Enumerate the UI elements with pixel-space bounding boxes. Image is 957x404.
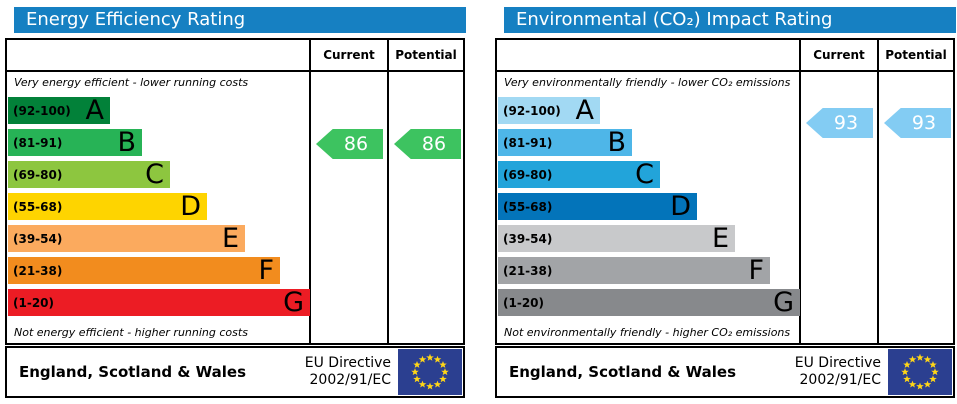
co2-current-column-header: Current xyxy=(813,48,865,62)
band-letter: E xyxy=(711,223,729,254)
co2-current-arrow: 93 xyxy=(806,108,873,138)
energy-bottom-note: Not energy efficient - higher running co… xyxy=(14,326,248,339)
band-range-label: (1-20) xyxy=(13,295,54,310)
energy-band-c: (69-80) C xyxy=(8,161,170,188)
region-label: England, Scotland & Wales xyxy=(19,363,247,381)
band-range-label: (39-54) xyxy=(503,231,553,246)
band-range-label: (69-80) xyxy=(503,167,553,182)
band-letter: G xyxy=(773,287,794,318)
band-letter: D xyxy=(670,191,691,222)
energy-band-g: (1-20) G xyxy=(8,289,310,316)
column-divider xyxy=(799,40,801,343)
band-letter: E xyxy=(221,223,239,254)
band-letter: G xyxy=(283,287,304,318)
band-range-label: (69-80) xyxy=(13,167,63,182)
band-range-label: (92-100) xyxy=(503,103,561,118)
band-range-label: (55-68) xyxy=(503,199,553,214)
column-divider xyxy=(877,40,879,343)
energy-band-f: (21-38) F xyxy=(8,257,280,284)
energy-panel-title: Energy Efficiency Rating xyxy=(26,9,246,30)
band-letter: A xyxy=(575,95,594,126)
header-divider xyxy=(7,70,463,72)
energy-potential-value: 86 xyxy=(421,133,447,155)
energy-top-note: Very energy efficient - lower running co… xyxy=(14,76,249,89)
band-range-label: (81-91) xyxy=(13,135,63,150)
eu-directive-label: EU Directive 2002/91/EC xyxy=(794,355,881,388)
energy-current-value: 86 xyxy=(343,133,369,155)
co2-band-b: (81-91) B xyxy=(498,129,632,156)
column-divider xyxy=(387,40,389,343)
band-range-label: (21-38) xyxy=(503,263,553,278)
band-letter: D xyxy=(180,191,201,222)
co2-band-d: (55-68) D xyxy=(498,193,697,220)
co2-potential-value: 93 xyxy=(911,112,937,134)
region-label: England, Scotland & Wales xyxy=(509,363,737,381)
co2-title-bar: Environmental (CO₂) Impact Rating xyxy=(504,7,956,33)
co2-potential-column-header: Potential xyxy=(885,48,947,62)
band-range-label: (92-100) xyxy=(13,103,71,118)
co2-potential-arrow: 93 xyxy=(884,108,951,138)
co2-band-f: (21-38) F xyxy=(498,257,770,284)
band-range-label: (81-91) xyxy=(503,135,553,150)
band-letter: F xyxy=(748,255,764,286)
co2-footer: England, Scotland & Wales EU Directive 2… xyxy=(495,346,955,398)
band-letter: B xyxy=(117,127,136,158)
band-range-label: (55-68) xyxy=(13,199,63,214)
band-letter: C xyxy=(145,159,164,190)
band-letter: A xyxy=(85,95,104,126)
co2-band-g: (1-20) G xyxy=(498,289,800,316)
co2-panel-title: Environmental (CO₂) Impact Rating xyxy=(516,9,833,30)
energy-current-column-header: Current xyxy=(323,48,375,62)
energy-band-a: (92-100) A xyxy=(8,97,110,124)
co2-rating-table: Current Potential Very environmentally f… xyxy=(495,38,955,345)
energy-band-b: (81-91) B xyxy=(8,129,142,156)
eu-directive-label: EU Directive 2002/91/EC xyxy=(304,355,391,388)
band-range-label: (1-20) xyxy=(503,295,544,310)
energy-efficiency-panel: Energy Efficiency Rating Current Potenti… xyxy=(0,0,467,404)
energy-title-bar: Energy Efficiency Rating xyxy=(14,7,466,33)
co2-band-e: (39-54) E xyxy=(498,225,735,252)
co2-top-note: Very environmentally friendly - lower CO… xyxy=(504,76,791,89)
co2-current-value: 93 xyxy=(833,112,859,134)
co2-impact-panel: Environmental (CO₂) Impact Rating Curren… xyxy=(490,0,957,404)
energy-footer: England, Scotland & Wales EU Directive 2… xyxy=(5,346,465,398)
energy-potential-column-header: Potential xyxy=(395,48,457,62)
energy-band-e: (39-54) E xyxy=(8,225,245,252)
energy-rating-table: Current Potential Very energy efficient … xyxy=(5,38,465,345)
energy-band-d: (55-68) D xyxy=(8,193,207,220)
band-letter: C xyxy=(635,159,654,190)
co2-band-a: (92-100) A xyxy=(498,97,600,124)
band-range-label: (39-54) xyxy=(13,231,63,246)
band-letter: B xyxy=(607,127,626,158)
co2-band-c: (69-80) C xyxy=(498,161,660,188)
column-divider xyxy=(309,40,311,343)
eu-flag-icon xyxy=(888,349,952,395)
co2-bottom-note: Not environmentally friendly - higher CO… xyxy=(504,326,791,339)
eu-flag-icon xyxy=(398,349,462,395)
header-divider xyxy=(497,70,953,72)
band-letter: F xyxy=(258,255,274,286)
band-range-label: (21-38) xyxy=(13,263,63,278)
